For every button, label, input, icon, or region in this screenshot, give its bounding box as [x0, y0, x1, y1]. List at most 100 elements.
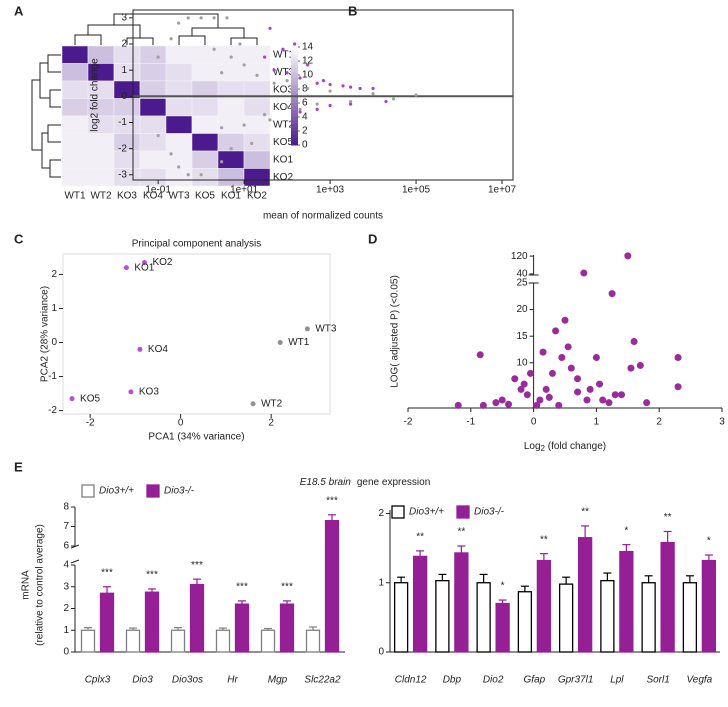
heatmap-cell: [61, 63, 89, 82]
y-tick-label: 1: [378, 577, 384, 588]
point-label: WT2: [261, 398, 283, 409]
legend-swatch: [146, 484, 160, 498]
x-tick-label: 2: [268, 418, 274, 429]
heatmap-cell: [217, 98, 245, 117]
data-point: [504, 400, 512, 408]
data-point: [304, 326, 310, 332]
y-axis-label: PCA2 (28% variance): [40, 286, 51, 382]
x-tick-label: 1e+01: [230, 185, 259, 196]
data-point: [315, 81, 319, 85]
data-point: [293, 42, 297, 46]
x-tick-label: 1e+07: [488, 185, 517, 196]
data-point: [627, 364, 635, 372]
bar: [125, 629, 141, 653]
data-point: [199, 16, 203, 20]
x-tick-label: Lpl: [610, 675, 624, 686]
data-point: [272, 68, 276, 72]
significance-label: ***: [281, 582, 293, 593]
chart-title: Principal component analysis: [132, 239, 262, 250]
data-point: [454, 401, 462, 409]
row-label: KO2: [273, 172, 293, 183]
heatmap-cell: [191, 98, 219, 117]
column-label: KO1: [221, 191, 241, 202]
legend-label: Dio3-/-: [164, 486, 195, 497]
data-point: [674, 353, 682, 361]
data-point: [391, 97, 396, 101]
row-label: KO3: [273, 84, 293, 95]
y-axis-label: LOG( adjusted P) (<0.05): [390, 275, 401, 388]
bar: [641, 582, 656, 653]
heatmap-cell: [139, 63, 167, 82]
colorbar-tick-label: 4: [302, 112, 308, 123]
row-label: KO4: [273, 102, 293, 113]
data-point: [229, 147, 233, 151]
row-label: KO1: [273, 154, 293, 165]
significance-label: ***: [236, 582, 248, 593]
data-point: [199, 173, 203, 177]
bar: [495, 602, 510, 653]
legend-swatch: [391, 505, 405, 519]
y-tick-label: 7: [63, 521, 69, 532]
y-tick-label: 3: [63, 581, 69, 592]
colorbar-segment: [291, 64, 298, 69]
data-point: [225, 16, 229, 20]
data-point: [263, 113, 267, 117]
x-tick-label: Mgp: [268, 675, 288, 686]
heatmap-cell: [61, 115, 89, 134]
data-point: [548, 369, 556, 377]
bar: [454, 552, 469, 653]
y-tick-label: 3: [121, 12, 127, 23]
bar: [260, 629, 276, 653]
row-dendrogram: [31, 54, 61, 178]
column-label: KO2: [247, 191, 267, 202]
data-point: [608, 290, 616, 298]
x-tick-label: 1e+03: [316, 185, 345, 196]
panel-label: D: [368, 231, 377, 246]
bar: [170, 629, 186, 653]
panel-label: B: [348, 3, 357, 18]
data-point: [542, 385, 550, 393]
significance-label: **: [416, 532, 424, 543]
data-point: [476, 351, 484, 359]
bar: [80, 629, 96, 653]
heatmap-cell: [87, 150, 115, 169]
data-point: [328, 82, 332, 87]
data-point: [636, 361, 644, 369]
colorbar-segment: [291, 68, 298, 72]
data-point: [212, 16, 216, 20]
y-tick-label: 0: [121, 91, 127, 102]
heatmap-cell: [113, 63, 141, 82]
bar: [189, 583, 205, 653]
y-tick-label: 20: [516, 304, 528, 315]
data-point: [558, 353, 566, 361]
column-label: KO4: [143, 191, 163, 202]
y-tick-label: 15: [516, 331, 528, 342]
data-point: [348, 99, 353, 104]
y-tick-label: -2: [118, 143, 127, 154]
data-point: [552, 327, 560, 335]
x-tick-label: Dio3os: [172, 675, 203, 686]
data-point: [492, 399, 500, 407]
data-point: [348, 102, 353, 106]
significance-label: ***: [326, 495, 338, 506]
data-point: [561, 316, 569, 324]
bar: [279, 603, 295, 653]
heatmap-cell: [243, 168, 271, 187]
data-point: [328, 89, 332, 93]
bar: [412, 555, 428, 653]
heatmap-cell: [165, 98, 193, 117]
heatmap-cell: [139, 168, 167, 187]
colorbar-tick-label: 8: [302, 84, 308, 95]
colorbar-segment: [291, 120, 298, 125]
chart-title-italic: E18.5 brain: [300, 477, 352, 488]
y-tick-label: 8: [63, 502, 69, 513]
heatmap-cell: [139, 98, 167, 117]
x-tick-label: Cldn12: [395, 675, 427, 686]
heatmap-cell: [191, 150, 219, 169]
colorbar-segment: [291, 103, 298, 107]
heatmap-cell: [243, 115, 271, 134]
bar: [619, 550, 634, 653]
heatmap-cell: [243, 98, 271, 117]
data-point: [526, 369, 534, 377]
axis-break: [70, 544, 80, 564]
